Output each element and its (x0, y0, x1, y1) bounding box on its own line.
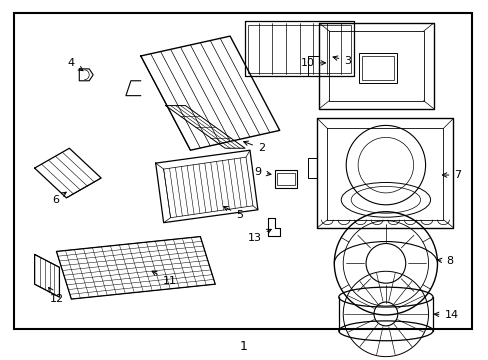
Bar (361, 56, 393, 80)
Bar (358, 53, 396, 83)
Bar (14, 13, 471, 329)
Bar (247, 25, 350, 73)
Text: 9: 9 (254, 167, 270, 177)
Text: 6: 6 (52, 192, 66, 205)
Text: 1: 1 (240, 340, 247, 353)
Text: 5: 5 (223, 207, 243, 220)
Bar (276, 173, 294, 185)
Text: 8: 8 (436, 256, 453, 266)
Text: 3: 3 (332, 56, 350, 66)
Text: 12: 12 (49, 287, 63, 304)
Text: 2: 2 (243, 141, 264, 153)
Text: 13: 13 (247, 229, 271, 243)
Text: 4: 4 (68, 58, 83, 71)
Text: 14: 14 (433, 310, 458, 320)
Text: 7: 7 (442, 170, 461, 180)
Text: 11: 11 (152, 271, 176, 286)
Text: 10: 10 (300, 58, 325, 68)
Bar (274, 170, 296, 188)
